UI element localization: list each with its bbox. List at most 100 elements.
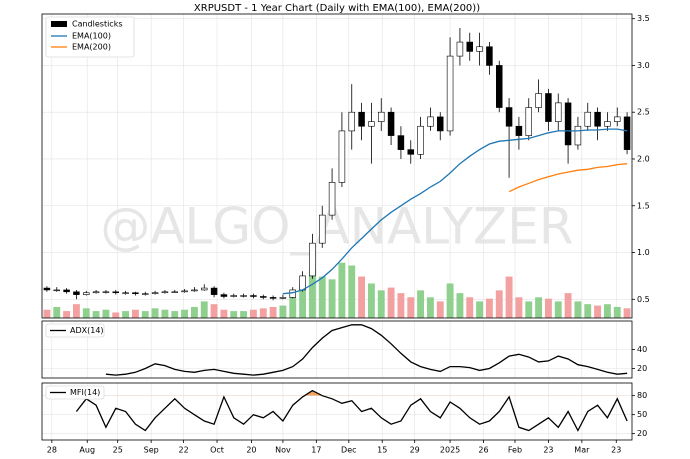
- candle-body: [417, 125, 424, 155]
- candle-body: [250, 295, 257, 297]
- line: [508, 163, 628, 193]
- panel-frame: [41, 13, 633, 319]
- candle-body: [486, 46, 493, 66]
- x-tick-label: Dec: [341, 446, 356, 455]
- volume-bar: [308, 269, 316, 318]
- line: [105, 324, 628, 376]
- candle-body: [613, 116, 621, 122]
- candle-body: [269, 297, 277, 299]
- volume-bar: [495, 290, 503, 318]
- y-tick-label: 40: [637, 345, 647, 354]
- volume-bar: [544, 298, 552, 318]
- volume-bar: [485, 298, 493, 318]
- candle-body: [466, 41, 473, 52]
- x-tick-label: 20: [246, 446, 256, 455]
- candle-body: [220, 294, 228, 297]
- volume-bar: [377, 290, 385, 318]
- volume-bar: [613, 306, 621, 318]
- volume-bar: [515, 297, 523, 318]
- candle-body: [83, 292, 90, 295]
- y-tick-label: 2.5: [637, 108, 650, 117]
- volume-bar: [564, 293, 572, 318]
- candle-body: [574, 125, 582, 146]
- x-tick-label: 15: [377, 446, 387, 455]
- volume-bar: [190, 306, 198, 318]
- candle-body: [495, 65, 503, 108]
- panel: 20 50 80 MFI(14): [41, 382, 647, 441]
- volume-bar: [426, 297, 434, 318]
- candle-body: [525, 107, 532, 136]
- volume-bar: [505, 276, 513, 318]
- volume-bar: [210, 304, 218, 318]
- candle-body: [43, 287, 51, 291]
- candle-body: [338, 130, 346, 183]
- candle-body: [299, 275, 306, 291]
- overbought-fill: [304, 390, 323, 396]
- line: [282, 128, 628, 295]
- volume-bar: [574, 301, 582, 318]
- y-tick-label: 80: [637, 391, 647, 400]
- volume-bar: [436, 301, 444, 318]
- volume-bar: [456, 293, 464, 318]
- x-tick-label: 26: [478, 446, 488, 455]
- y-tick-label: 1.5: [637, 201, 650, 210]
- volume-bar: [446, 283, 454, 318]
- legend: MFI(14): [45, 385, 105, 400]
- legend-box: [45, 323, 105, 338]
- candle-body: [309, 242, 316, 277]
- volume-bar: [249, 309, 257, 318]
- panel: 20 40 ADX(14): [41, 320, 647, 379]
- candle-body: [476, 46, 483, 52]
- volume-bar: [82, 308, 90, 318]
- y-tick-label: 3.5: [637, 14, 650, 23]
- x-tick-label: Aug: [79, 446, 95, 455]
- volume-bar: [535, 297, 543, 318]
- volume-bar: [367, 283, 375, 318]
- candle-body: [181, 290, 188, 293]
- volume-bar: [230, 311, 238, 318]
- y-tick-label: 2.0: [637, 154, 650, 163]
- candle-body: [377, 111, 385, 122]
- candle-body: [554, 102, 562, 122]
- volume-bar: [584, 304, 592, 318]
- x-tick-label: 22: [179, 446, 189, 455]
- x-tick-label: 28: [47, 446, 57, 455]
- candle-body: [564, 102, 572, 146]
- candle-body: [623, 116, 631, 150]
- volume-bar: [525, 301, 533, 318]
- legend-box: [45, 385, 105, 400]
- legend-box: [45, 16, 135, 58]
- candle-body: [584, 111, 591, 127]
- volume-bar: [318, 276, 326, 318]
- legend-label: EMA(200): [72, 43, 111, 52]
- candle-body: [240, 295, 247, 297]
- y-tick-label: 0.5: [637, 295, 650, 304]
- legend-label: Candlesticks: [72, 20, 123, 29]
- volume-bar: [122, 311, 130, 318]
- candle-body: [142, 293, 149, 295]
- volume-bar: [53, 306, 61, 318]
- panel: 0.5 1.0 1.5 2.0 2.5 3.0 3.5 Candlesticks EMA(100…: [41, 13, 650, 319]
- y-tick-label: 20: [637, 364, 647, 373]
- volume-bar: [338, 262, 346, 318]
- candle-body: [151, 292, 159, 294]
- candle-body: [230, 295, 238, 297]
- legend: Candlesticks EMA(100) EMA(200): [45, 16, 135, 58]
- candle-body: [63, 289, 70, 293]
- x-tick-label: 25: [113, 446, 123, 455]
- legend-label: MFI(14): [70, 388, 100, 397]
- candle-body: [161, 291, 169, 294]
- candle-body: [279, 297, 287, 299]
- volume-bar: [466, 297, 474, 318]
- x-tick-label: Feb: [508, 446, 522, 455]
- candle-body: [348, 111, 355, 132]
- y-tick-label: 50: [637, 410, 647, 419]
- volume-bar: [623, 308, 631, 318]
- volume-bar: [476, 301, 484, 318]
- volume-bar: [397, 293, 405, 318]
- legend: ADX(14): [45, 323, 105, 338]
- candle-body: [53, 289, 60, 292]
- volume-bar: [131, 309, 139, 318]
- candle-body: [397, 135, 405, 150]
- volume-bar: [63, 311, 71, 318]
